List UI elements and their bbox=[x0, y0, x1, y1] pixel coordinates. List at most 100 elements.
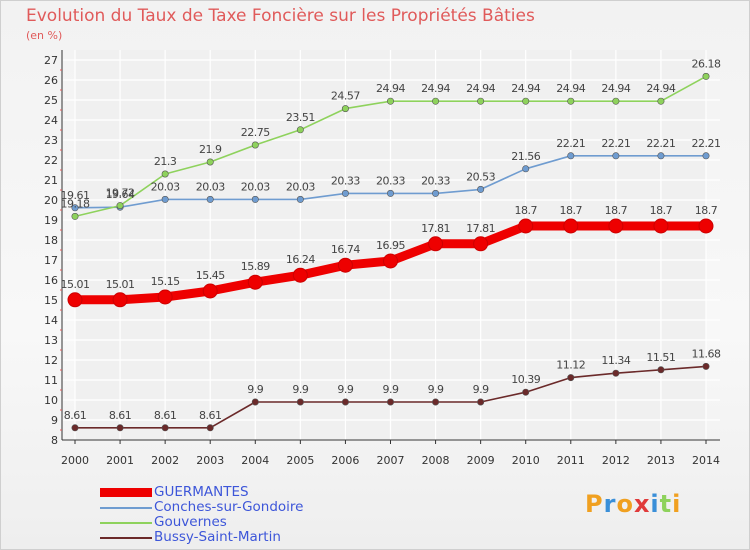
data-point bbox=[428, 236, 444, 252]
data-label: 22.21 bbox=[692, 137, 721, 150]
data-label: 11.51 bbox=[646, 351, 675, 364]
x-tick-label: 2002 bbox=[151, 454, 179, 467]
data-label: 20.03 bbox=[286, 180, 315, 193]
legend-item: Bussy-Saint-Martin bbox=[100, 530, 304, 545]
data-point bbox=[522, 97, 530, 105]
x-tick-label: 2000 bbox=[61, 454, 89, 467]
data-label: 18.7 bbox=[560, 204, 583, 217]
y-tick-label: 20 bbox=[44, 194, 58, 207]
logo-letter: x bbox=[633, 490, 651, 518]
data-point bbox=[206, 424, 214, 432]
legend-item: Conches-sur-Gondoire bbox=[100, 500, 304, 515]
legend-item: GUERMANTES bbox=[100, 485, 304, 500]
data-point bbox=[67, 292, 83, 308]
data-point bbox=[71, 212, 79, 220]
data-label: 22.21 bbox=[646, 137, 675, 150]
logo-letter: r bbox=[603, 490, 617, 518]
data-point bbox=[341, 398, 349, 406]
y-tick-label: 27 bbox=[44, 54, 58, 67]
x-tick-label: 2001 bbox=[106, 454, 134, 467]
data-label: 9.9 bbox=[292, 383, 308, 396]
data-point bbox=[477, 398, 485, 406]
data-point bbox=[657, 366, 665, 374]
y-tick-label: 23 bbox=[44, 134, 58, 147]
y-tick-label: 24 bbox=[44, 114, 58, 127]
data-label: 24.94 bbox=[556, 82, 585, 95]
data-point bbox=[432, 189, 440, 197]
legend-swatch bbox=[100, 506, 152, 509]
y-tick-label: 15 bbox=[44, 294, 58, 307]
legend-label: Bussy-Saint-Martin bbox=[154, 529, 281, 545]
y-tick-label: 26 bbox=[44, 74, 58, 87]
legend-label: Conches-sur-Gondoire bbox=[154, 499, 304, 515]
data-label: 16.74 bbox=[331, 243, 360, 256]
logo-letter: i bbox=[672, 490, 682, 518]
data-point bbox=[567, 97, 575, 105]
data-label: 18.7 bbox=[514, 204, 537, 217]
data-point bbox=[112, 292, 128, 308]
data-point bbox=[161, 170, 169, 178]
data-label: 16.24 bbox=[286, 253, 315, 266]
data-label: 23.51 bbox=[286, 111, 315, 124]
data-label: 20.33 bbox=[376, 174, 405, 187]
data-point bbox=[71, 204, 79, 212]
x-tick-label: 2004 bbox=[241, 454, 269, 467]
data-point bbox=[251, 195, 259, 203]
y-tick-label: 12 bbox=[44, 354, 58, 367]
data-label: 26.18 bbox=[692, 57, 721, 70]
y-tick-label: 19 bbox=[44, 214, 58, 227]
y-tick-label: 17 bbox=[44, 254, 58, 267]
data-point bbox=[386, 398, 394, 406]
data-label: 18.7 bbox=[605, 204, 628, 217]
logo-letter: t bbox=[659, 490, 673, 518]
data-label: 8.61 bbox=[109, 409, 132, 422]
data-point bbox=[202, 283, 218, 299]
legend-item: Gouvernes bbox=[100, 515, 304, 530]
x-tick-label: 2011 bbox=[557, 454, 585, 467]
data-point bbox=[292, 267, 308, 283]
data-point bbox=[71, 424, 79, 432]
data-point bbox=[477, 97, 485, 105]
x-tick-label: 2014 bbox=[692, 454, 720, 467]
y-tick-label: 8 bbox=[51, 434, 58, 447]
data-label: 8.61 bbox=[64, 409, 87, 422]
data-point bbox=[522, 165, 530, 173]
data-point bbox=[386, 97, 394, 105]
x-tick-label: 2003 bbox=[196, 454, 224, 467]
chart-title: Evolution du Taux de Taxe Foncière sur l… bbox=[26, 6, 535, 26]
data-label: 9.9 bbox=[247, 383, 263, 396]
data-label: 15.15 bbox=[151, 275, 180, 288]
data-label: 21.9 bbox=[199, 143, 222, 156]
data-point bbox=[612, 152, 620, 160]
data-label: 17.81 bbox=[466, 222, 495, 235]
x-tick-label: 2010 bbox=[512, 454, 540, 467]
data-label: 19.72 bbox=[106, 187, 135, 200]
unit-label: (en %) bbox=[26, 29, 63, 42]
data-point bbox=[296, 126, 304, 134]
x-tick-label: 2007 bbox=[377, 454, 405, 467]
data-point bbox=[116, 424, 124, 432]
data-point bbox=[608, 218, 624, 234]
data-label: 19.18 bbox=[61, 197, 90, 210]
x-tick-label: 2005 bbox=[286, 454, 314, 467]
data-label: 22.75 bbox=[241, 126, 270, 139]
y-tick-label: 25 bbox=[44, 94, 58, 107]
x-tick-label: 2006 bbox=[331, 454, 359, 467]
data-label: 11.34 bbox=[601, 354, 630, 367]
proxiti-logo: Proxiti bbox=[585, 490, 681, 518]
y-tick-label: 16 bbox=[44, 274, 58, 287]
data-label: 18.7 bbox=[650, 204, 673, 217]
data-point bbox=[518, 218, 534, 234]
data-label: 17.81 bbox=[421, 222, 450, 235]
data-point bbox=[247, 274, 263, 290]
data-label: 18.7 bbox=[695, 204, 718, 217]
data-point bbox=[296, 195, 304, 203]
data-point bbox=[206, 158, 214, 166]
data-point bbox=[206, 195, 214, 203]
logo-letter: o bbox=[616, 490, 634, 518]
data-label: 8.61 bbox=[199, 409, 222, 422]
data-label: 20.33 bbox=[421, 174, 450, 187]
data-label: 16.95 bbox=[376, 239, 405, 252]
data-label: 8.61 bbox=[154, 409, 177, 422]
